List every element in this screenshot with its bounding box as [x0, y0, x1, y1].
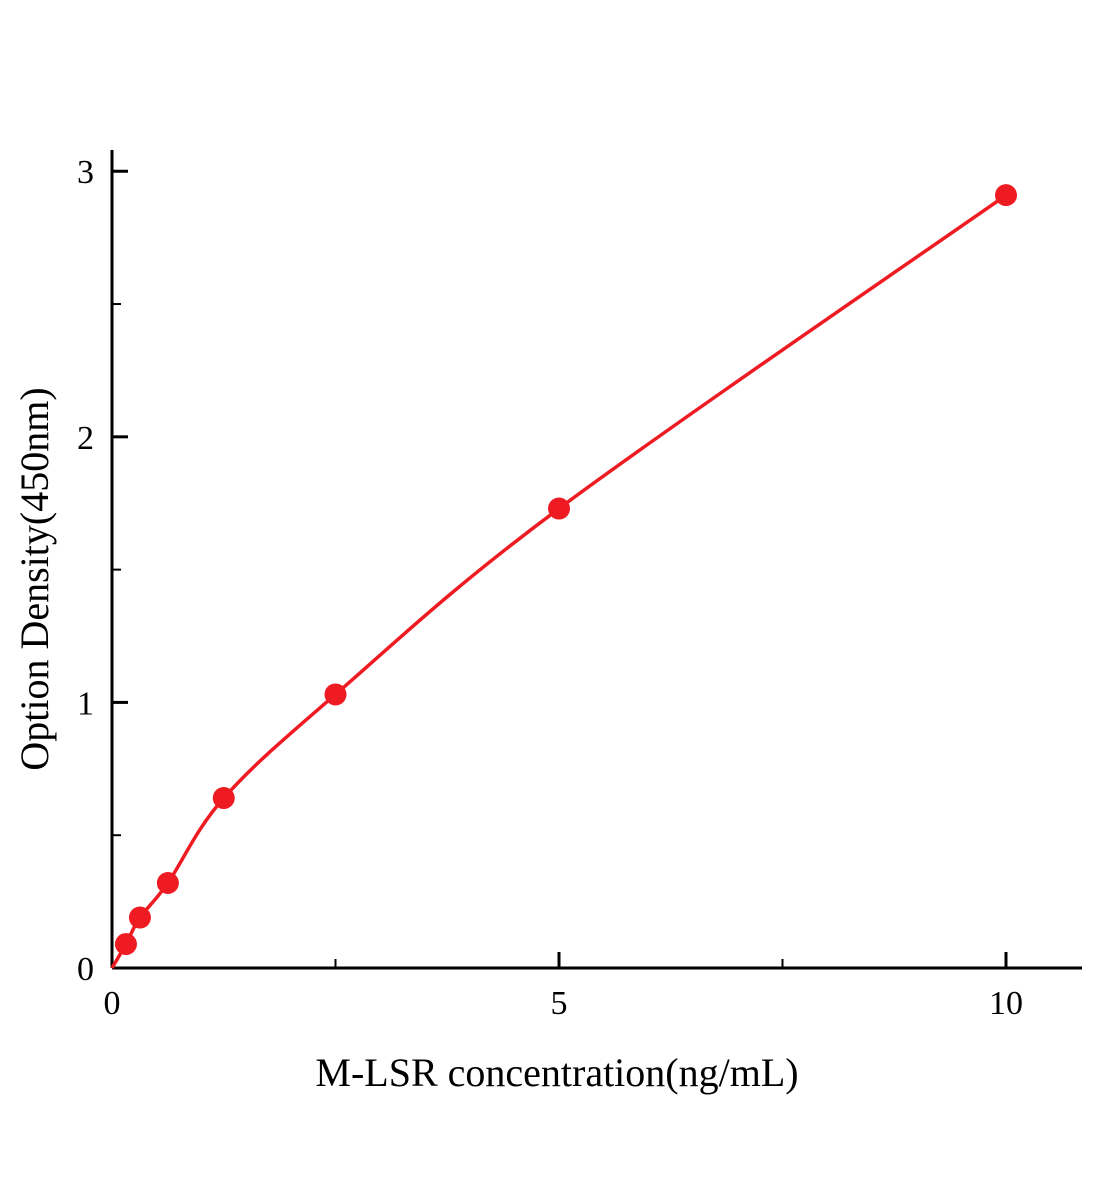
data-point [324, 683, 347, 706]
x-tick-label: 5 [551, 985, 568, 1022]
y-axis-title: Option Density(450nm) [12, 387, 57, 770]
y-tick-label: 2 [77, 420, 94, 457]
data-point [114, 933, 137, 956]
data-point [212, 787, 235, 810]
y-tick-label: 1 [77, 685, 94, 722]
y-tick-label: 3 [77, 154, 94, 191]
fitted-curve [110, 193, 1008, 969]
x-tick-label: 10 [989, 985, 1023, 1022]
y-tick-label: 0 [77, 951, 94, 988]
data-point [995, 184, 1018, 207]
x-tick-label: 0 [104, 985, 121, 1022]
x-axis-title: M-LSR concentration(ng/mL) [315, 1050, 798, 1095]
data-point [128, 906, 151, 929]
data-point [548, 497, 571, 520]
data-point [156, 872, 179, 895]
